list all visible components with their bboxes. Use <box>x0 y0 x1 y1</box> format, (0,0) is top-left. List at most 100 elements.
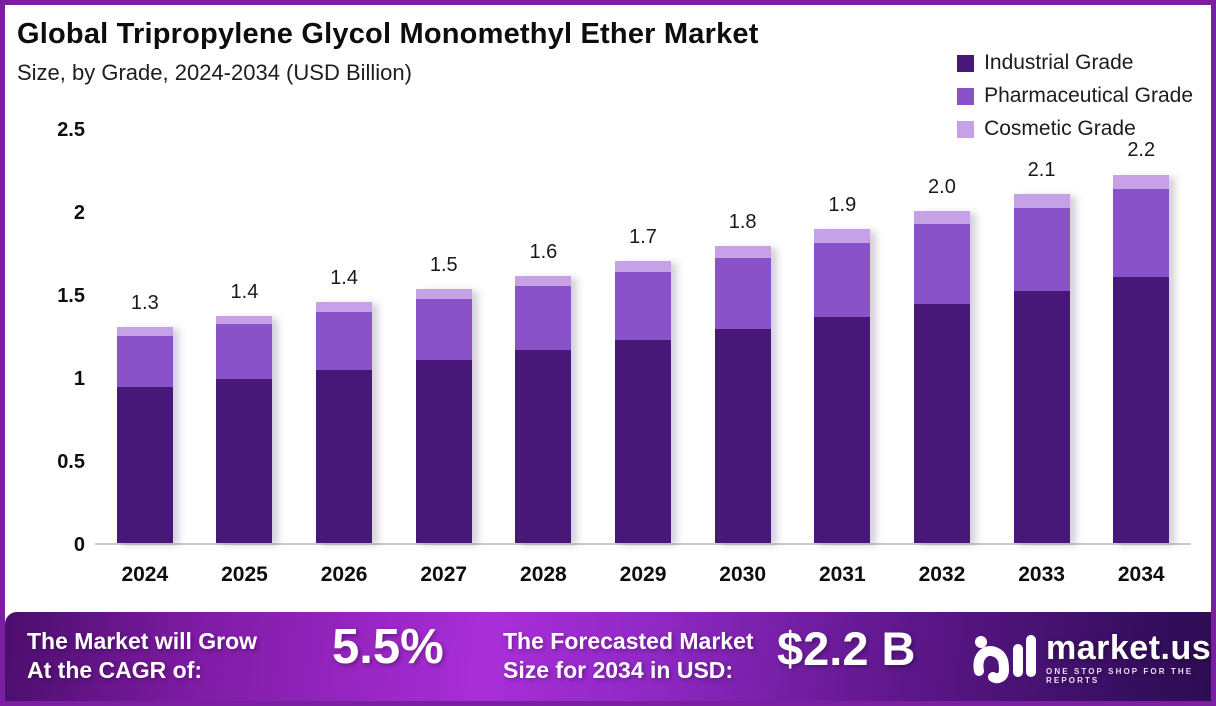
header: Global Tripropylene Glycol Monomethyl Et… <box>17 17 759 86</box>
forecast-label-line2: Size for 2034 in USD: <box>503 657 734 683</box>
bar-segment <box>913 224 970 304</box>
bar-segment <box>1013 194 1070 208</box>
legend-item: Cosmetic Grade <box>957 117 1193 141</box>
bar-total-label: 1.3 <box>130 292 159 315</box>
x-axis-label: 2032 <box>918 563 966 586</box>
bar-column: 1.5 2027 <box>394 130 494 586</box>
stacked-bar <box>515 275 572 543</box>
legend-swatch-icon <box>957 54 975 72</box>
legend-item: Industrial Grade <box>957 51 1193 75</box>
y-tick-label: 2 <box>73 202 85 224</box>
bar-segment <box>814 242 871 318</box>
legend-label: Pharmaceutical Grade <box>984 84 1193 107</box>
x-axis-label: 2034 <box>1117 563 1165 586</box>
bar-segment <box>714 257 771 329</box>
bar-segment <box>1013 290 1070 543</box>
stacked-bar <box>1013 194 1070 543</box>
bar-column: 1.9 2031 <box>792 130 892 586</box>
y-tick-label: 0 <box>73 534 85 556</box>
bar-segment <box>814 229 871 243</box>
stacked-bar <box>116 327 173 543</box>
bar-segment <box>814 317 871 543</box>
bar-total-label: 1.4 <box>330 267 358 290</box>
legend-label: Cosmetic Grade <box>984 117 1136 140</box>
cagr-value: 5.5% <box>332 620 444 674</box>
bar-segment <box>116 327 173 336</box>
x-axis-label: 2033 <box>1018 563 1065 586</box>
bar-segment <box>316 370 373 543</box>
plot-area: 1.3 2024 1.4 2025 1.4 2026 1.5 2027 1.6 2028 1.7 20… <box>95 130 1191 586</box>
bar-segment <box>515 285 572 351</box>
bar-segment <box>316 312 373 371</box>
bar-segment <box>216 378 273 543</box>
bar-segment <box>515 275 572 286</box>
bar-segment <box>316 302 373 313</box>
chart-title: Global Tripropylene Glycol Monomethyl Et… <box>17 18 759 50</box>
legend-swatch-icon <box>957 87 975 105</box>
bar-segment <box>116 386 173 543</box>
bar-column: 1.4 2026 <box>294 130 394 586</box>
stacked-bar <box>1113 174 1170 543</box>
bar-total-label: 1.5 <box>429 254 458 277</box>
bar-segment <box>415 289 472 299</box>
market-us-logo-icon <box>973 626 1037 689</box>
bar-total-label: 1.9 <box>828 194 857 217</box>
chart-subtitle: Size, by Grade, 2024-2034 (USD Billion) <box>17 60 412 85</box>
y-axis: 0 0.5 1 1.5 2 2.5 <box>31 120 85 555</box>
bar-column: 1.7 2029 <box>593 130 693 586</box>
brand-tagline: ONE STOP SHOP FOR THE REPORTS <box>1046 667 1194 685</box>
x-axis-label: 2030 <box>719 563 767 586</box>
bar-column: 2.0 2032 <box>892 130 992 586</box>
legend: Industrial Grade Pharmaceutical Grade Cosm… <box>957 51 1193 141</box>
bar-column: 1.3 2024 <box>95 130 195 586</box>
bar-column: 1.6 2028 <box>494 130 594 586</box>
bar-segment <box>913 303 970 543</box>
brand-logo: market.us ONE STOP SHOP FOR THE REPORTS <box>973 626 1211 689</box>
bar-column: 2.2 2034 <box>1091 130 1191 586</box>
bar-total-label: 1.7 <box>629 225 657 248</box>
y-tick-label: 2.5 <box>57 119 85 141</box>
y-tick-label: 1.5 <box>57 285 85 307</box>
stacked-bar <box>316 302 373 543</box>
y-tick-label: 0.5 <box>57 451 85 473</box>
bar-total-label: 1.4 <box>230 280 259 303</box>
forecast-label: The Forecasted Market Size for 2034 in U… <box>503 627 754 685</box>
stacked-bar <box>615 260 672 543</box>
bar-segment <box>1113 189 1170 278</box>
stacked-bar <box>814 229 871 543</box>
legend-swatch-icon <box>957 120 975 138</box>
bar-column: 1.4 2025 <box>195 130 295 586</box>
y-tick-label: 1 <box>73 368 85 390</box>
bar-segment <box>415 299 472 361</box>
bar-segment <box>1113 277 1170 543</box>
legend-label: Industrial Grade <box>984 51 1134 74</box>
bar-column: 2.1 2033 <box>992 130 1092 586</box>
x-axis-label: 2024 <box>121 563 169 586</box>
bar-segment <box>615 272 672 341</box>
bar-segment <box>1013 207 1070 291</box>
x-axis-label: 2027 <box>420 563 468 586</box>
bar-segment <box>1113 174 1170 190</box>
stacked-bar <box>216 315 273 543</box>
bar-total-label: 1.8 <box>728 210 757 233</box>
legend-item: Pharmaceutical Grade <box>957 84 1193 108</box>
x-axis-label: 2031 <box>818 563 866 586</box>
bar-segment <box>216 323 273 379</box>
x-axis-label: 2029 <box>619 563 667 586</box>
bar-segment <box>615 260 672 273</box>
bar-total-label: 2.0 <box>928 176 956 198</box>
bar-segment <box>515 350 572 543</box>
x-axis-label: 2026 <box>320 563 368 586</box>
bar-total-label: 1.6 <box>529 240 558 263</box>
cagr-label-line2: At the CAGR of: <box>27 657 203 683</box>
bar-total-label: 2.2 <box>1127 139 1156 162</box>
x-axis-label: 2028 <box>520 563 567 586</box>
cagr-label: The Market will Grow At the CAGR of: <box>27 627 257 685</box>
stacked-bar <box>913 211 970 543</box>
bar-segment <box>714 245 771 258</box>
x-axis-label: 2025 <box>221 563 268 586</box>
bar-segment <box>615 340 672 543</box>
bar-segment <box>714 328 771 543</box>
cagr-label-line1: The Market will Grow <box>27 628 258 654</box>
